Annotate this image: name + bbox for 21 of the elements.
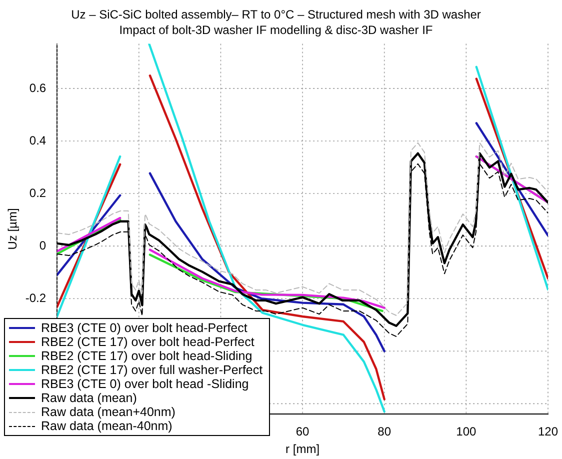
legend-label: Raw data (mean+40nm) [41,405,176,420]
legend-label: Raw data (mean) [41,391,137,406]
y-tick-label: 0.6 [29,80,46,95]
legend-label: RBE2 (CTE 17) over bolt head-Sliding [41,349,252,364]
legend-label: RBE3 (CTE 0) over bolt head-Perfect [41,321,248,336]
x-tick-label: 80 [378,424,392,439]
legend-label: RBE2 (CTE 17) over full washer-Perfect [41,363,263,378]
chart-title: Uz – SiC-SiC bolted assembly– RT to 0°C – Structured mesh with 3D washer [71,8,481,22]
y-axis-title: Uz [µm] [6,208,20,250]
legend-label: RBE3 (CTE 0) over bolt head -Sliding [41,377,249,392]
y-tick-label: 0.4 [29,133,46,148]
y-tick-label: 0 [39,238,46,252]
x-axis-title: r [mm] [286,442,320,456]
legend-label: RBE2 (CTE 17) over bolt head-Perfect [41,335,254,350]
y-tick-label: -0.2 [25,290,46,305]
legend-label: Raw data (mean-40nm) [41,419,172,434]
x-tick-label: 120 [538,424,558,439]
chart-subtitle: Impact of bolt-3D washer IF modelling & disc-3D washer IF [119,22,433,37]
x-tick-label: 60 [296,424,310,439]
x-tick-label: 100 [456,424,477,439]
y-tick-label: 0.2 [29,186,46,200]
